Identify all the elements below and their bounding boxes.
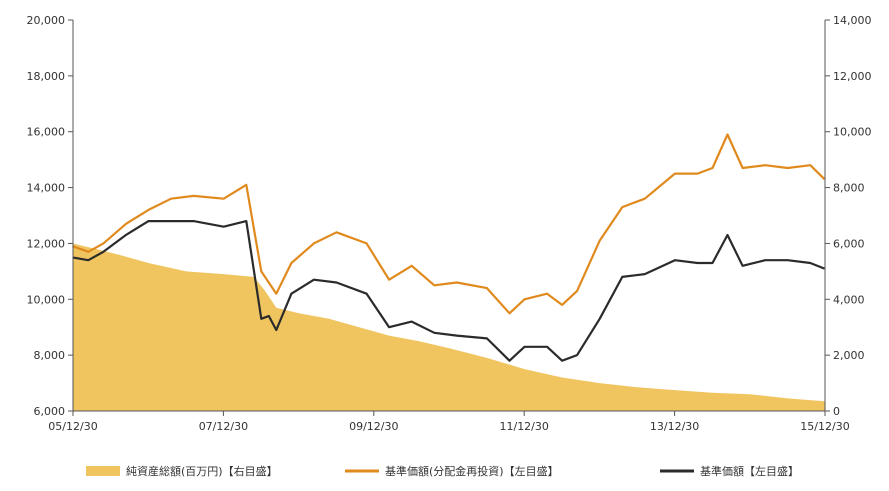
right-axis-ticks: 14,000 12,000 10,000 8,000 6,000 4,000 2,000 0 <box>825 14 872 418</box>
right-tick-label: 8,000 <box>833 182 865 195</box>
legend-label: 基準価額【左目盛】 <box>700 464 799 478</box>
legend: 純資産総額(百万円)【右目盛】 基準価額(分配金再投資)【左目盛】 基準価額【左目盛… <box>86 464 799 478</box>
legend-swatch <box>86 466 120 476</box>
left-tick-label: 18,000 <box>27 70 66 83</box>
axes <box>72 20 826 412</box>
x-tick-label: 15/12/30 <box>800 420 849 433</box>
right-tick-label: 10,000 <box>833 126 872 139</box>
right-tick-label: 6,000 <box>833 237 865 250</box>
legend-label: 純資産総額(百万円)【右目盛】 <box>126 464 278 478</box>
left-tick-label: 10,000 <box>27 293 66 306</box>
series-line-1 <box>72 133 826 315</box>
legend-label: 基準価額(分配金再投資)【左目盛】 <box>385 464 559 478</box>
left-axis-ticks: 20,000 18,000 16,000 14,000 12,000 10,000 8,00… <box>27 14 73 418</box>
series-area-0 <box>72 243 825 411</box>
right-tick-label: 12,000 <box>833 70 872 83</box>
right-tick-label: 2,000 <box>833 349 865 362</box>
left-tick-label: 12,000 <box>27 237 66 250</box>
x-tick-label: 09/12/30 <box>349 420 398 433</box>
left-tick-label: 20,000 <box>27 14 66 27</box>
right-tick-label: 14,000 <box>833 14 872 27</box>
right-tick-label: 4,000 <box>833 293 865 306</box>
left-tick-label: 8,000 <box>34 349 66 362</box>
x-tick-label: 05/12/30 <box>48 420 97 433</box>
series-line-2 <box>72 220 825 362</box>
nav-area-layer <box>72 243 825 411</box>
x-axis-ticks: 05/12/30 07/12/30 09/12/30 11/12/30 13/12/30… <box>48 411 850 433</box>
left-tick-label: 14,000 <box>27 182 66 195</box>
x-tick-label: 13/12/30 <box>650 420 699 433</box>
left-tick-label: 16,000 <box>27 126 66 139</box>
right-tick-label: 0 <box>833 405 840 418</box>
x-tick-label: 07/12/30 <box>199 420 248 433</box>
left-tick-label: 6,000 <box>34 405 66 418</box>
price-line-layer <box>72 133 826 362</box>
x-tick-label: 11/12/30 <box>499 420 548 433</box>
